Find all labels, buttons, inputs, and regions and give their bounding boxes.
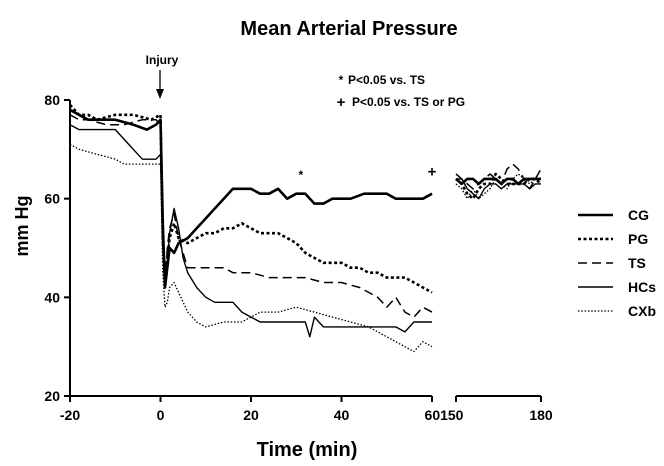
- legend: CG PG TS HCs CXb: [578, 207, 656, 319]
- y-tick-label: 40: [44, 289, 60, 305]
- stat-note-plus-text: P<0.05 vs. TS or PG: [352, 95, 465, 109]
- chart-title: Mean Arterial Pressure: [240, 18, 457, 40]
- y-tick-label: 20: [44, 388, 60, 404]
- x-tick-label: 40: [334, 407, 350, 423]
- markers: * +: [298, 163, 436, 181]
- y-axis-label: mm Hg: [12, 195, 32, 256]
- stat-note-star-text: P<0.05 vs. TS: [348, 73, 425, 87]
- legend-label-ts: TS: [628, 255, 646, 271]
- y-tick-label: 60: [44, 191, 60, 207]
- series-line-ts-right: [455, 163, 542, 190]
- significance-marker-star: *: [298, 168, 303, 182]
- x-tick-label: 0: [157, 407, 165, 423]
- series-line-cxb-right: [455, 173, 541, 200]
- injury-label: Injury: [146, 53, 179, 67]
- series-group: [69, 104, 542, 353]
- injury-arrow-head: [156, 89, 164, 99]
- series-line-hcs-right: [456, 178, 541, 200]
- series-line-pg-right: [455, 172, 542, 200]
- x-tick-label: -20: [60, 407, 80, 423]
- legend-label-cg: CG: [628, 207, 649, 223]
- series-line-ts-left: [69, 114, 433, 318]
- legend-label-hcs: HCs: [628, 279, 656, 295]
- stat-note-plus-symbol: +: [337, 94, 346, 111]
- series-line-cxb-left: [69, 143, 433, 353]
- significance-marker-plus: +: [428, 163, 437, 180]
- x-tick-label-break: 60150: [425, 407, 464, 423]
- legend-label-cxb: CXb: [628, 303, 656, 319]
- annotations: Injury * P<0.05 vs. TS + P<0.05 vs. TS o…: [146, 53, 465, 111]
- axes: 20 40 60 80 -20 0 20 40 60150 180: [44, 92, 552, 423]
- x-tick-label: 180: [529, 407, 553, 423]
- x-tick-label: 20: [243, 407, 259, 423]
- series-line-hcs-left: [69, 124, 432, 338]
- series-line-pg-left: [69, 104, 433, 294]
- x-axis-label: Time (min): [257, 439, 358, 461]
- stat-note-star-symbol: *: [339, 73, 344, 87]
- y-tick-label: 80: [44, 92, 60, 108]
- series-line-cg-left: [69, 108, 433, 289]
- legend-label-pg: PG: [628, 231, 648, 247]
